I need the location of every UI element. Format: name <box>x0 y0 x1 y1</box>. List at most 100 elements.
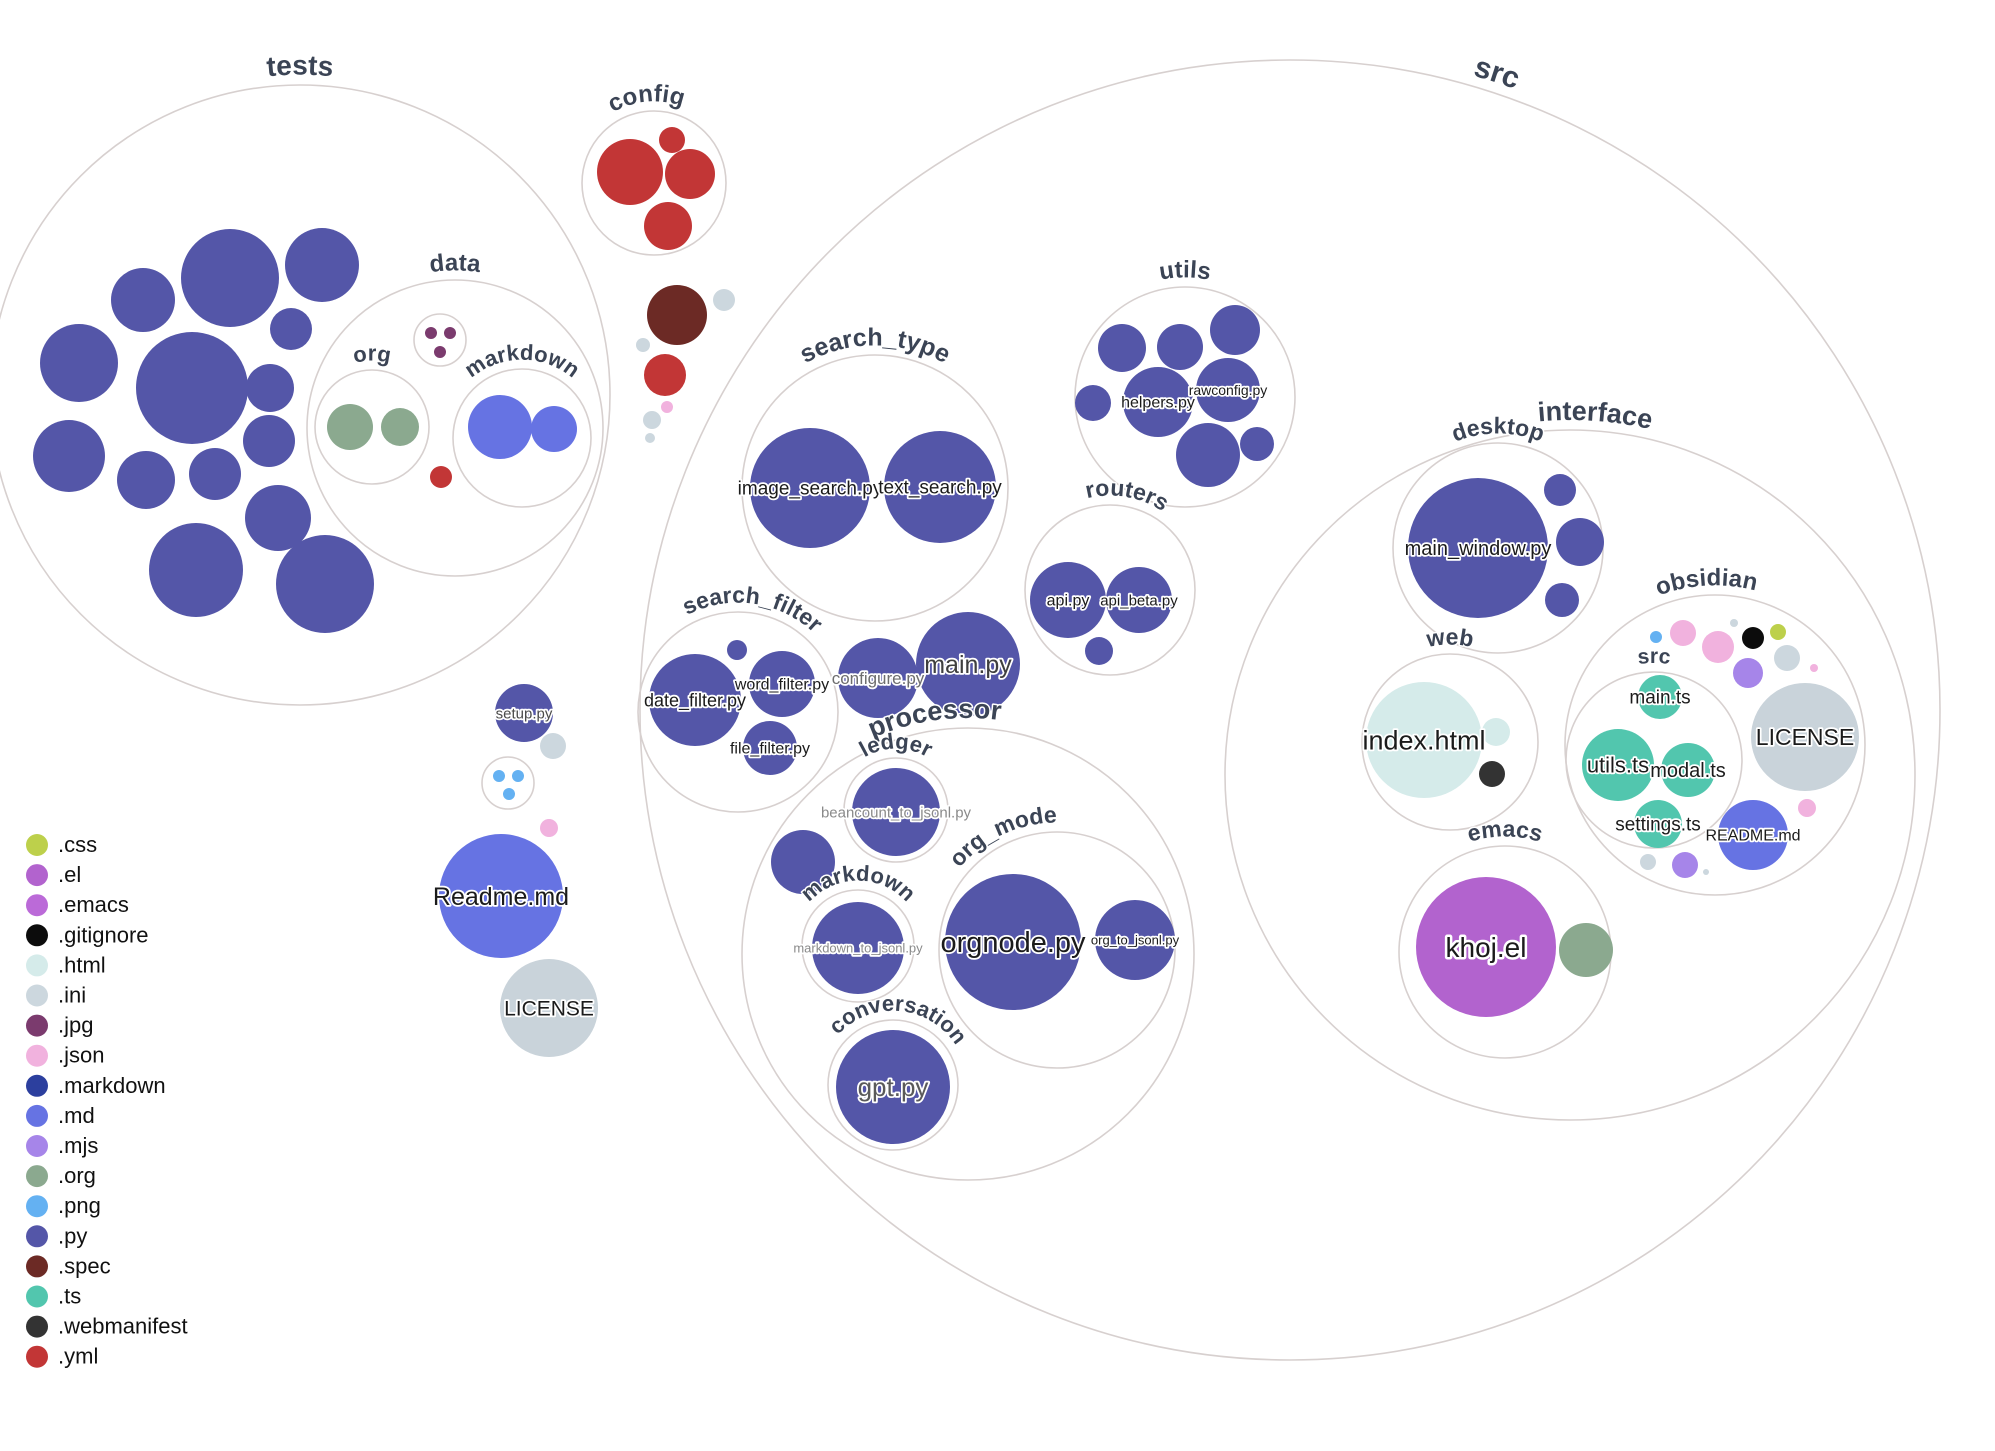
file-label-configure-py: configure.py <box>832 669 925 688</box>
file-label-readme-md: Readme.md <box>433 883 569 911</box>
folder-label-emacs: emacs <box>1464 815 1545 846</box>
file-circle-settings-ts <box>1634 800 1682 848</box>
legend-swatch-markdown <box>26 1074 48 1097</box>
file-circle-orgnode-py <box>945 874 1081 1010</box>
file-circle-py-file <box>33 420 105 492</box>
file-circle-index-html <box>1366 682 1482 798</box>
legend-label-org: .org <box>58 1163 96 1188</box>
file-circle-beancount-to-jsonl-py <box>852 768 940 856</box>
file-circle-ini-file <box>643 411 661 429</box>
file-label-index-html: index.html <box>1362 725 1485 755</box>
file-circle-yml-file <box>644 202 692 250</box>
file-label-gpt-py: gpt.py <box>858 1072 929 1102</box>
folder-circle-routers <box>1024 504 1196 676</box>
legend-item-mjs: .mjs <box>26 1133 98 1158</box>
folder-circle-search-filter <box>637 611 839 813</box>
folder-circle-config <box>581 110 727 256</box>
legend-item-el: .el <box>26 862 81 887</box>
file-circle-webmanifest-file <box>1479 761 1505 787</box>
folder-label-src: src <box>1636 645 1671 669</box>
folder-circle-src <box>1565 671 1743 849</box>
file-circle-py-file <box>117 451 175 509</box>
file-circle-py-file <box>1075 385 1111 421</box>
file-circle-modal-ts <box>1661 743 1715 797</box>
file-circle-ini-file <box>636 338 650 352</box>
file-label-api-beta-py: api_beta.py <box>1100 592 1178 609</box>
legend-swatch-jpg <box>26 1014 48 1037</box>
file-circle-html-file <box>1482 718 1510 746</box>
legend-label-css: .css <box>58 832 97 857</box>
file-label-image-search-py: image_search.py <box>738 479 883 500</box>
file-circle-json-file <box>1670 620 1696 646</box>
file-label-beancount-to-jsonl-py: beancount_to_jsonl.py <box>821 804 972 821</box>
file-circle-jpg-file <box>425 327 437 339</box>
folder-circle-org-mode <box>938 831 1176 1069</box>
file-circle-py-file <box>1176 423 1240 487</box>
file-circle-image-search-py <box>750 428 870 548</box>
legend-item-ini: .ini <box>26 983 86 1008</box>
folder-circle-src <box>639 59 1941 1361</box>
legend-swatch-el <box>26 864 48 887</box>
file-circle-file-filter-py <box>743 721 797 775</box>
file-circle-khoj-el <box>1416 877 1556 1017</box>
file-circle-ini-file <box>645 433 655 443</box>
file-circle-json-file <box>540 819 558 837</box>
file-circle-ini-file <box>1730 619 1738 627</box>
file-circle-configure-py <box>838 638 918 718</box>
legend-swatch-emacs <box>26 894 48 917</box>
file-circle-main-window-py <box>1408 478 1548 618</box>
file-circle-json-file <box>1798 799 1816 817</box>
legend-item-emacs: .emacs <box>26 892 129 917</box>
file-circle-md-file <box>531 406 577 452</box>
legend-label-ts: .ts <box>58 1284 81 1309</box>
file-label-utils-ts: utils.ts <box>1587 753 1649 778</box>
folder-label-interface: interface <box>1537 396 1656 435</box>
file-circle-ini-file <box>1640 854 1656 870</box>
file-circle-ini-file <box>540 733 566 759</box>
file-label-main-py: main.py <box>924 651 1012 679</box>
file-circle-py-file <box>246 364 294 412</box>
legend-item-md: .md <box>26 1103 95 1128</box>
legend-item-org: .org <box>26 1163 96 1188</box>
legend-item-webmanifest: .webmanifest <box>26 1314 188 1339</box>
file-circle-jpg-file <box>434 346 446 358</box>
folder-label-search-filter: search_filter <box>678 582 828 637</box>
file-label-word-filter-py: word_filter.py <box>734 677 829 694</box>
file-circle-json-file <box>1702 631 1734 663</box>
file-circle-mjs-file <box>1733 658 1763 688</box>
legend-label-ini: .ini <box>58 983 86 1008</box>
file-circle-png-file <box>1650 631 1662 643</box>
file-circle-py-file <box>40 324 118 402</box>
file-circle-py-file <box>1085 637 1113 665</box>
legend-item-html: .html <box>26 952 106 977</box>
legend-label-markdown: .markdown <box>58 1073 166 1098</box>
legend-item-yml: .yml <box>26 1344 98 1369</box>
file-circle-py-file <box>111 268 175 332</box>
file-circle-license <box>500 959 598 1057</box>
file-circle-readme-md <box>439 834 563 958</box>
file-circle-ini-file <box>1774 645 1800 671</box>
legend-swatch-ini <box>26 984 48 1007</box>
file-circle-api-py <box>1030 562 1106 638</box>
file-circle-py-file <box>1210 305 1260 355</box>
legend-item-png: .png <box>26 1193 101 1218</box>
folder-label-markdown: markdown <box>460 340 585 383</box>
legend-swatch-spec <box>26 1255 48 1278</box>
legend-label-html: .html <box>58 952 106 977</box>
folder-label-routers: routers <box>1083 474 1174 516</box>
file-circle-setup-py <box>495 684 553 742</box>
legend-item-py: .py <box>26 1223 87 1248</box>
file-circle-org-file <box>381 408 419 446</box>
file-circle-py-file <box>1544 474 1576 506</box>
legend-label-spec: .spec <box>58 1253 111 1278</box>
folder-circle-ledger <box>843 757 949 863</box>
legend-item-ts: .ts <box>26 1284 81 1309</box>
file-label-org-to-jsonl-py: org_to_jsonl.py <box>1091 933 1180 948</box>
file-circle-md-file <box>468 395 532 459</box>
file-circle-py-file <box>1157 324 1203 370</box>
folder-circle-data <box>306 279 604 577</box>
legend-label-png: .png <box>58 1193 101 1218</box>
legend-item-markdown: .markdown <box>26 1073 166 1098</box>
legend-item-gitignore: .gitignore <box>26 922 149 947</box>
